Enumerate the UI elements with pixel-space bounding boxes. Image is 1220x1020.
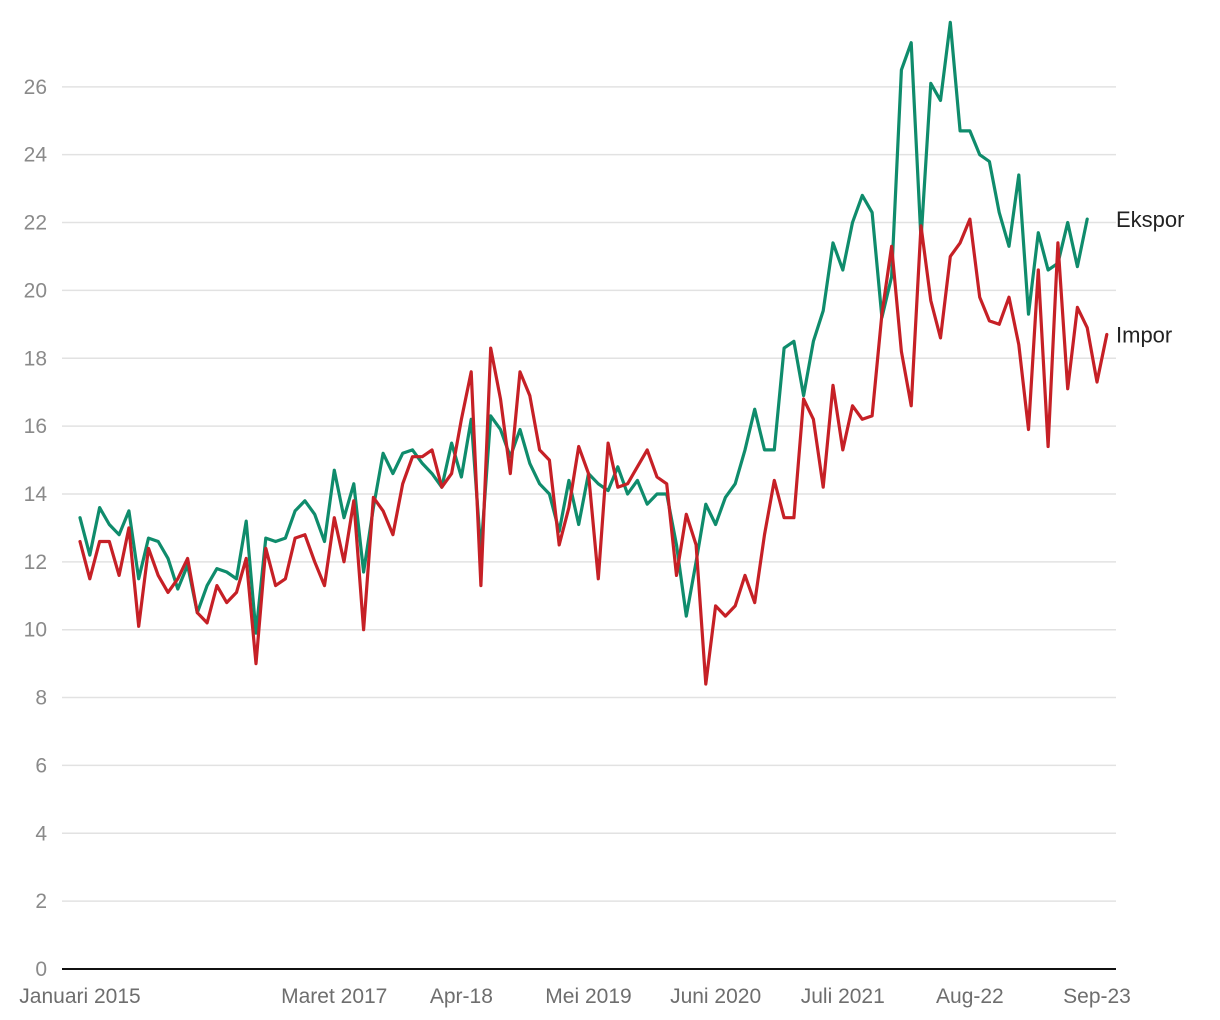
y-tick-label: 26 [24, 76, 47, 99]
x-tick-label: Sep-23 [1063, 985, 1131, 1008]
x-tick-label: Juni 2020 [670, 985, 761, 1008]
y-tick-label: 8 [35, 687, 47, 710]
series-label-ekspor: Ekspor [1116, 207, 1184, 232]
y-tick-label: 6 [35, 754, 47, 777]
y-tick-label: 12 [24, 551, 47, 574]
y-tick-label: 22 [24, 212, 47, 235]
y-tick-label: 2 [35, 890, 47, 913]
y-tick-label: 24 [24, 144, 48, 167]
y-tick-label: 20 [24, 279, 47, 302]
series-label-impor: Impor [1116, 323, 1172, 348]
x-tick-label: Apr-18 [430, 985, 493, 1008]
x-tick-label: Januari 2015 [19, 985, 140, 1008]
y-tick-label: 0 [35, 958, 47, 981]
series-lines [78, 20, 1109, 686]
x-axis-ticks: Januari 2015 Maret 2017 Apr-18 Mei 2019 Juni… [19, 985, 1131, 1008]
series-labels: Ekspor Impor [1116, 207, 1184, 347]
y-tick-label: 10 [24, 619, 47, 642]
series-line-ekspor [78, 20, 1089, 635]
x-tick-label: Maret 2017 [281, 985, 387, 1008]
gridlines [62, 86, 1116, 902]
x-tick-label: Aug-22 [936, 985, 1004, 1008]
series-line-impor [78, 217, 1109, 686]
x-tick-label: Juli 2021 [801, 985, 885, 1008]
y-tick-label: 4 [35, 822, 47, 845]
y-tick-label: 16 [24, 415, 47, 438]
y-tick-label: 14 [24, 483, 48, 506]
x-tick-label: Mei 2019 [545, 985, 631, 1008]
y-tick-label: 18 [24, 347, 47, 370]
